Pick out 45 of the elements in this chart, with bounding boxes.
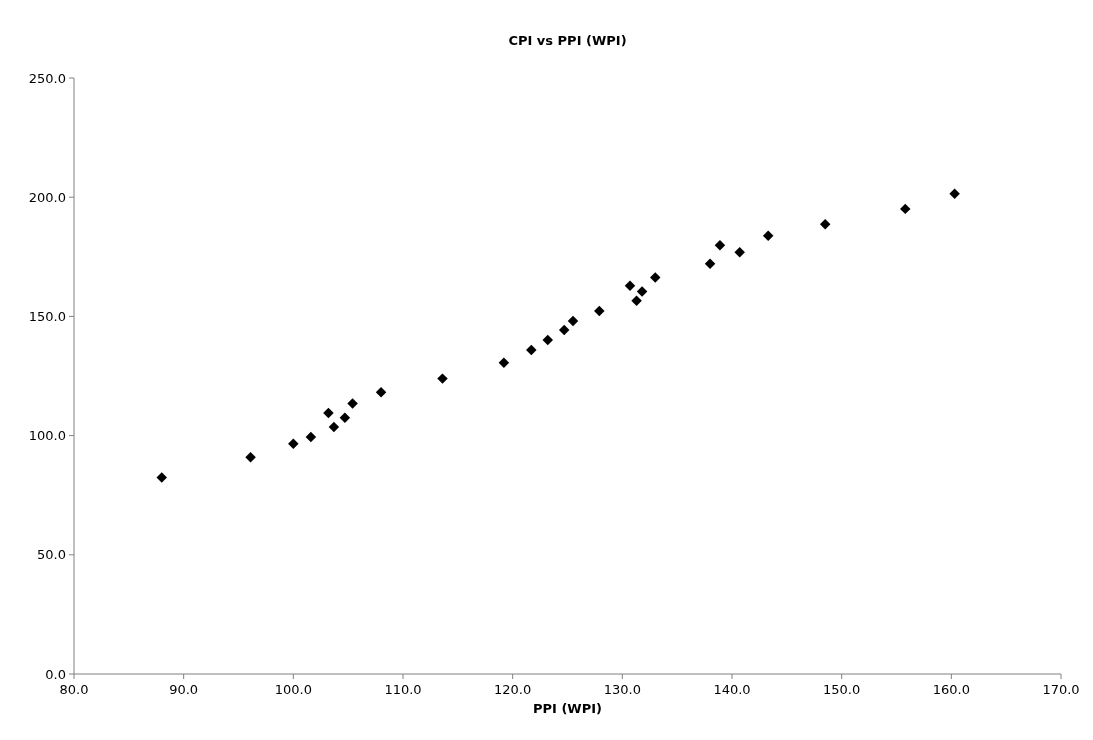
point [339,412,351,423]
x-tick-label: 130.0 [603,682,641,697]
point [649,272,661,283]
point [594,305,605,317]
point [567,315,579,327]
point [631,295,642,306]
point [323,407,334,419]
y-tick-label: 150.0 [28,308,66,324]
y-tick-label: 250.0 [28,70,66,86]
y-tick-label: 50.0 [37,547,66,563]
point [714,240,726,251]
x-tick-label: 140.0 [713,682,751,697]
point [437,373,448,384]
chart-title: CPI vs PPI (WPI) [508,33,627,48]
x-tick-label: 150.0 [823,682,861,697]
point [245,452,256,463]
y-tick-label: 100.0 [28,428,66,444]
point [734,247,745,258]
point [624,280,636,291]
point [305,431,317,443]
x-tick-label: 90.0 [169,682,199,697]
point [347,398,358,409]
x-tick-label: 170.0 [1042,682,1080,697]
point [288,438,299,449]
point [526,344,537,356]
point [819,218,831,230]
x-tick-label: 80.0 [59,682,89,697]
point [704,258,716,269]
point [636,286,648,297]
point [900,203,911,215]
point [375,386,387,398]
point [328,421,340,433]
y-tick-label: 200.0 [28,189,66,205]
point [558,324,570,336]
y-tick-label: 0.0 [45,666,66,682]
point [156,472,167,483]
x-tick-label: 120.0 [494,682,532,697]
x-tick-label: 100.0 [274,682,312,697]
point [762,230,774,242]
point [949,188,960,200]
x-tick-label: 110.0 [384,682,422,697]
point [542,334,553,346]
point [498,357,510,368]
x-axis-title: PPI (WPI) [532,701,603,716]
x-tick-label: 160.0 [932,682,970,697]
